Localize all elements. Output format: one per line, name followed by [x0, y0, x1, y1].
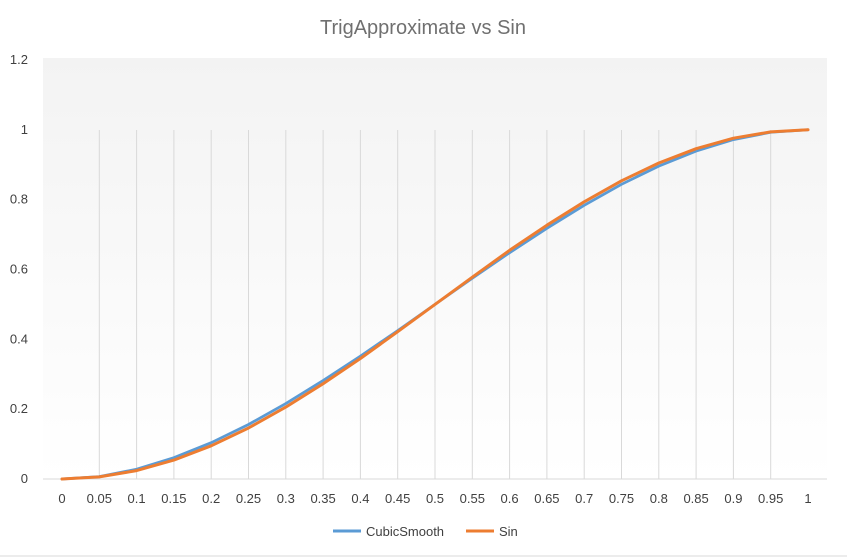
y-tick-label: 0	[21, 471, 28, 486]
x-tick-label: 0.35	[310, 491, 335, 506]
x-tick-label: 0.3	[277, 491, 295, 506]
x-tick-label: 0.95	[758, 491, 783, 506]
y-tick-label: 0.8	[10, 192, 28, 207]
chart-title: TrigApproximate vs Sin	[320, 17, 526, 39]
x-tick-label: 0.05	[87, 491, 112, 506]
legend-label: Sin	[499, 524, 518, 539]
legend-label: CubicSmooth	[366, 524, 444, 539]
x-tick-label: 0.6	[501, 491, 519, 506]
series-line-sin	[60, 128, 810, 481]
x-tick-label: 1	[804, 491, 811, 506]
x-tick-label: 0	[58, 491, 65, 506]
legend: CubicSmooth Sin	[333, 524, 518, 539]
x-tick-label: 0.8	[650, 491, 668, 506]
x-tick-label: 0.7	[575, 491, 593, 506]
x-tick-label: 0.65	[534, 491, 559, 506]
x-tick-label: 0.2	[202, 491, 220, 506]
y-tick-label: 1.2	[10, 52, 28, 67]
y-tick-label: 0.2	[10, 401, 28, 416]
y-tick-label: 1	[21, 122, 28, 137]
x-tick-label: 0.75	[609, 491, 634, 506]
y-axis-ticks: 0 0.2 0.4 0.6 0.8 1 1.2	[10, 52, 28, 486]
x-tick-label: 0.85	[683, 491, 708, 506]
x-tick-label: 0.15	[161, 491, 186, 506]
x-tick-label: 0.45	[385, 491, 410, 506]
x-tick-label: 0.9	[724, 491, 742, 506]
x-axis-ticks: 0 0.05 0.1 0.15 0.2 0.25 0.3 0.35 0.4 0.45 0.5 0.55…	[58, 491, 811, 506]
series-lines	[60, 128, 810, 481]
y-tick-label: 0.4	[10, 331, 28, 346]
x-tick-label: 0.4	[351, 491, 369, 506]
x-tick-label: 0.55	[460, 491, 485, 506]
x-tick-label: 0.25	[236, 491, 261, 506]
x-tick-label: 0.1	[128, 491, 146, 506]
x-tick-label: 0.5	[426, 491, 444, 506]
y-tick-label: 0.6	[10, 262, 28, 277]
grid-lines	[43, 129, 827, 480]
